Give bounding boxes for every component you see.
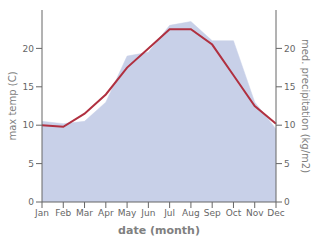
svg-text:Nov: Nov (246, 208, 264, 218)
svg-text:0: 0 (28, 197, 34, 207)
svg-text:5: 5 (28, 159, 34, 169)
svg-text:20: 20 (284, 44, 296, 54)
svg-text:20: 20 (23, 44, 35, 54)
svg-text:Dec: Dec (267, 208, 284, 218)
svg-text:0: 0 (284, 197, 290, 207)
svg-text:Feb: Feb (55, 208, 71, 218)
svg-text:Jun: Jun (140, 208, 155, 218)
svg-text:Jul: Jul (163, 208, 175, 218)
svg-text:May: May (118, 208, 137, 218)
svg-text:Oct: Oct (226, 208, 242, 218)
svg-text:date (month): date (month) (118, 224, 200, 237)
svg-text:15: 15 (284, 82, 295, 92)
svg-text:max temp (C): max temp (C) (8, 71, 18, 140)
svg-text:Apr: Apr (98, 208, 114, 218)
svg-text:Sep: Sep (204, 208, 221, 218)
svg-text:15: 15 (23, 82, 34, 92)
svg-text:med. precipitation (kg/m2): med. precipitation (kg/m2) (300, 39, 310, 173)
svg-text:Jan: Jan (34, 208, 49, 218)
svg-text:5: 5 (284, 159, 290, 169)
svg-text:Aug: Aug (182, 208, 200, 218)
svg-text:10: 10 (23, 120, 35, 130)
svg-text:Mar: Mar (76, 208, 93, 218)
svg-text:10: 10 (284, 120, 296, 130)
